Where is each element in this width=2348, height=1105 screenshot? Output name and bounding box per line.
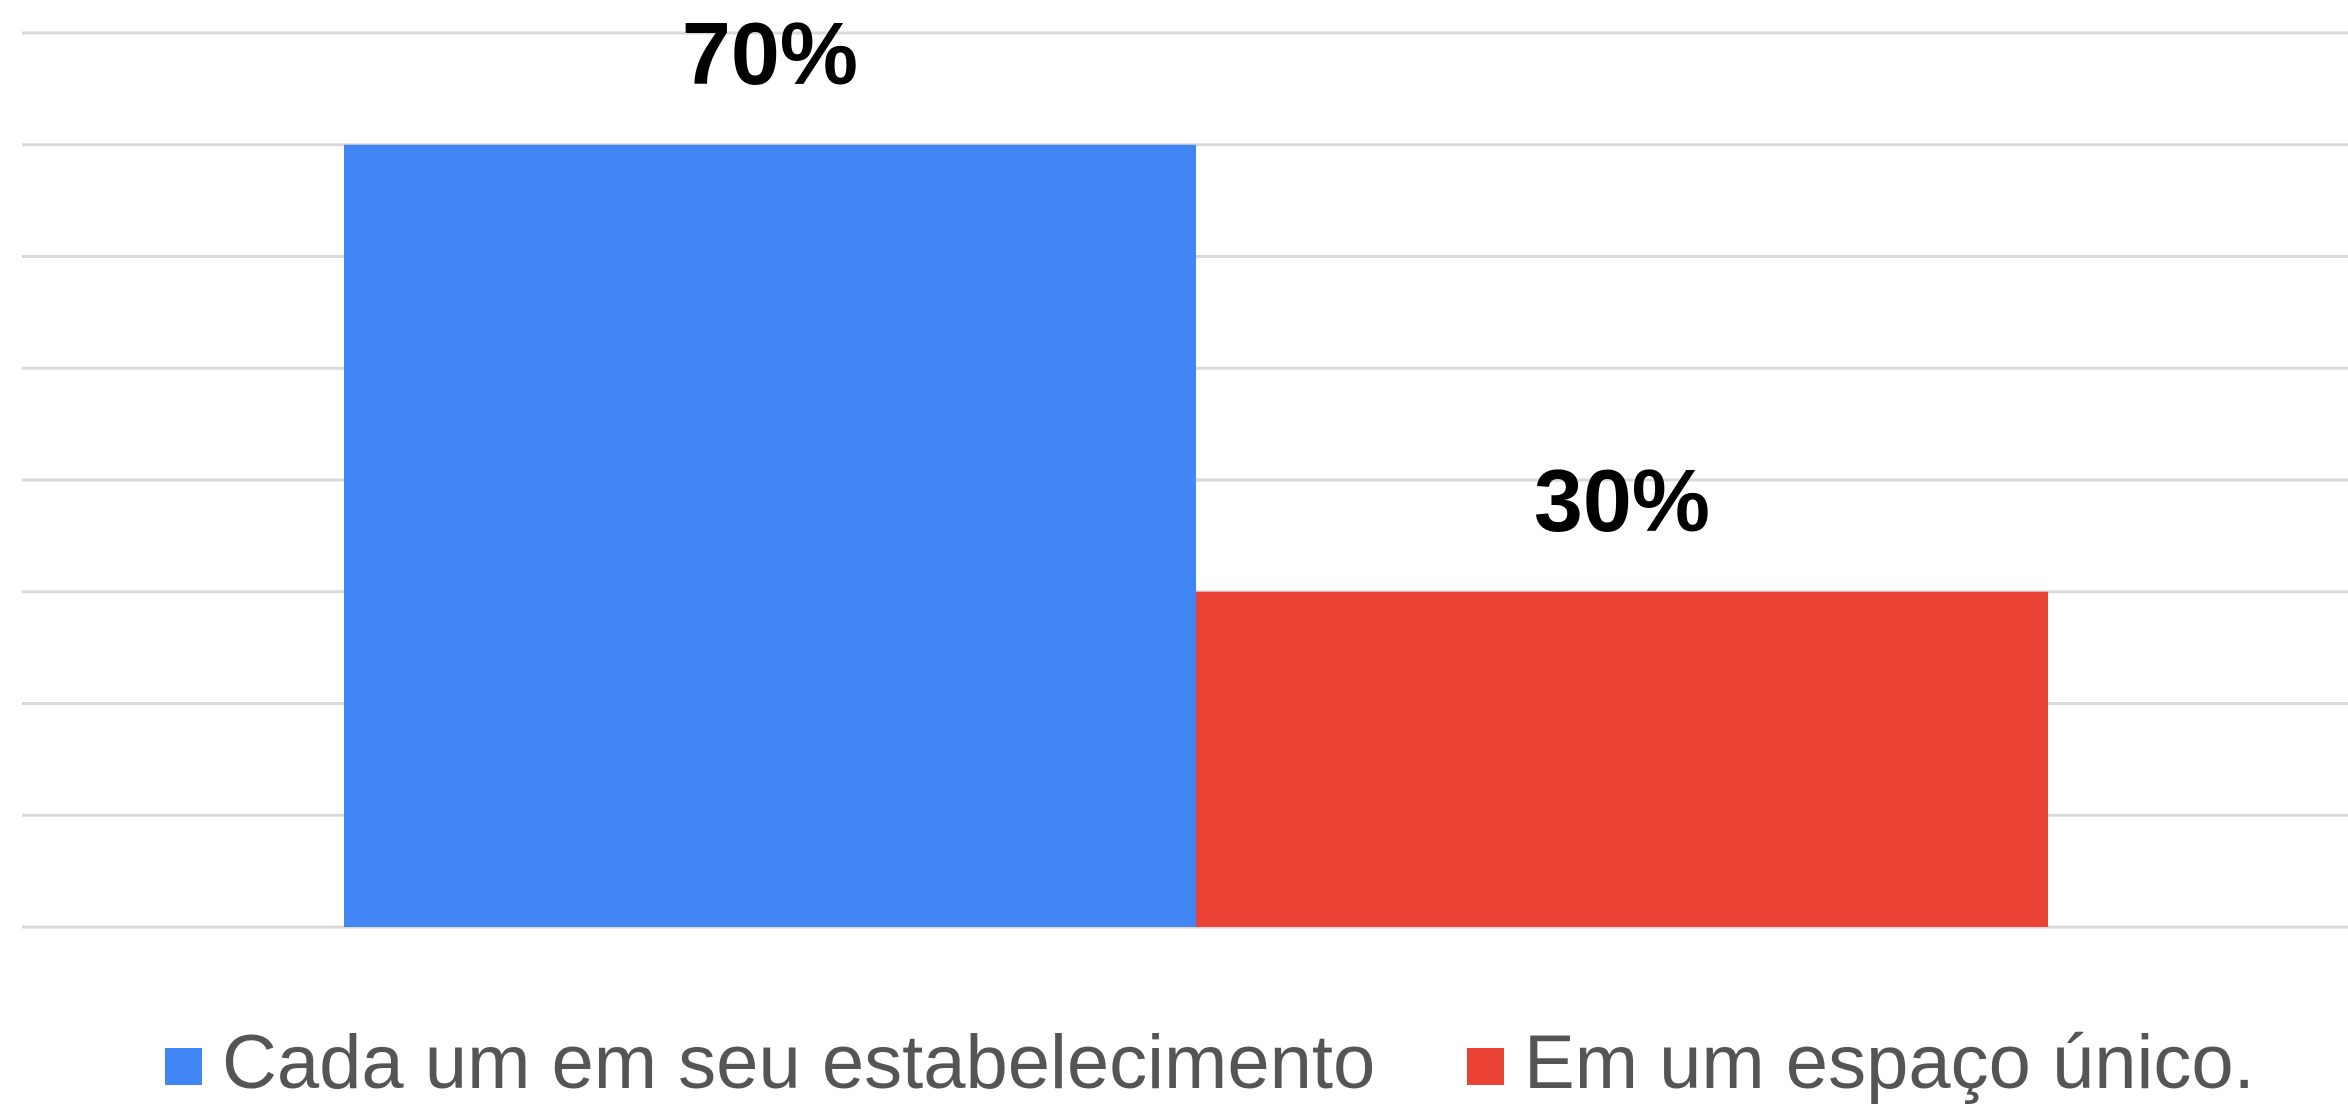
data-label: 70% (682, 4, 858, 103)
bar (344, 144, 1196, 927)
legend-swatch (165, 1048, 202, 1085)
legend-label: Cada um em seu estabelecimento (222, 1020, 1375, 1105)
legend-label: Em um espaço único. (1524, 1020, 2255, 1105)
bar (1196, 591, 2048, 927)
data-label: 30% (1534, 451, 1710, 550)
legend-swatch (1467, 1048, 1504, 1085)
